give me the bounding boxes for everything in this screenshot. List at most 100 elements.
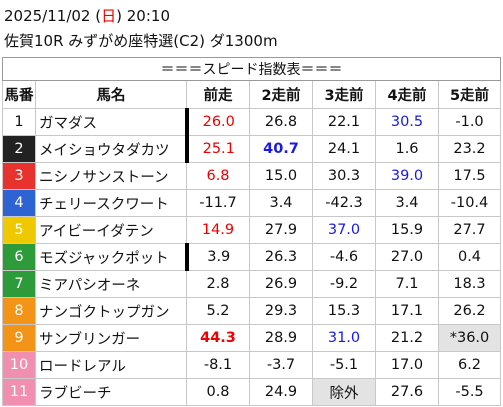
speed-index: 26.8 xyxy=(249,108,313,136)
horse-number: 11 xyxy=(2,378,36,406)
horse-row: 2 メイショウタダカツ 25.1 40.7 24.1 1.6 23.2 xyxy=(2,135,502,163)
horse-row: 4 チェリースクワート -11.7 3.4 -42.3 3.4 -10.4 xyxy=(2,189,502,217)
speed-index: -3.7 xyxy=(249,351,313,379)
speed-index: 40.7 xyxy=(249,135,313,163)
speed-index: 31.0 xyxy=(312,324,376,352)
speed-index: 6.2 xyxy=(437,351,502,379)
speed-index: 6.8 xyxy=(186,162,250,190)
horse-number: 2 xyxy=(2,135,36,163)
speed-index: 22.1 xyxy=(312,108,376,136)
speed-index: 23.2 xyxy=(437,135,502,163)
speed-index: 27.6 xyxy=(375,378,439,406)
speed-index: 17.0 xyxy=(375,351,439,379)
speed-index: 30.5 xyxy=(375,108,439,136)
horse-name: ガマダス xyxy=(35,108,189,136)
speed-index: -10.4 xyxy=(437,189,502,217)
horse-row: 3 ニシノサンストーン 6.8 15.0 30.3 39.0 17.5 xyxy=(2,162,502,190)
speed-index: 26.2 xyxy=(437,297,502,325)
table-body: ＝＝＝スピード指数表＝＝＝ 馬番 馬名 前走 2走前 3走前 4走前 5走前 1 ガマダス 26.0… xyxy=(1,57,502,406)
speed-index: 26.0 xyxy=(186,108,250,136)
race-info: 佐賀10R みずがめ座特選(C2) ダ1300m xyxy=(4,32,278,50)
speed-table: ＝＝＝スピード指数表＝＝＝ 馬番 馬名 前走 2走前 3走前 4走前 5走前 1 ガマダス 26.0… xyxy=(1,57,502,406)
header-row: 馬番 馬名 前走 2走前 3走前 4走前 5走前 xyxy=(2,80,502,109)
paren: ( xyxy=(95,7,102,25)
column-header: 馬名 xyxy=(35,80,187,109)
speed-index: 30.3 xyxy=(312,162,376,190)
horse-number: 3 xyxy=(2,162,36,190)
speed-index: 5.2 xyxy=(186,297,250,325)
horse-row: 9 サンブリンガー 44.3 28.9 31.0 21.2 *36.0 xyxy=(2,324,502,352)
horse-name: ミアパシオーネ xyxy=(35,270,187,298)
horse-number: 4 xyxy=(2,189,36,217)
date-line: 2025/11/02 (日) 20:10 xyxy=(4,6,170,26)
speed-index: 39.0 xyxy=(375,162,439,190)
time: 20:10 xyxy=(126,7,170,25)
speed-index: 26.9 xyxy=(249,270,313,298)
horse-row: 5 アイビーイダテン 14.9 27.9 37.0 15.9 27.7 xyxy=(2,216,502,244)
speed-index: 24.1 xyxy=(312,135,376,163)
speed-index: 26.3 xyxy=(249,243,313,271)
speed-index: 14.9 xyxy=(186,216,250,244)
speed-index: -5.1 xyxy=(312,351,376,379)
horse-name: ニシノサンストーン xyxy=(35,162,187,190)
speed-index: -1.0 xyxy=(437,108,502,136)
column-header: 5走前 xyxy=(437,80,502,109)
speed-index: 28.9 xyxy=(249,324,313,352)
speed-index: 3.9 xyxy=(186,243,250,271)
speed-index: 27.9 xyxy=(249,216,313,244)
speed-index: -11.7 xyxy=(186,189,250,217)
paren: ) xyxy=(116,7,122,25)
speed-index: 0.4 xyxy=(437,243,502,271)
speed-index: 3.4 xyxy=(249,189,313,217)
title-row: ＝＝＝スピード指数表＝＝＝ xyxy=(1,57,502,81)
speed-index: 17.1 xyxy=(375,297,439,325)
speed-index: *36.0 xyxy=(437,324,502,352)
horse-number: 5 xyxy=(2,216,36,244)
horse-row: 1 ガマダス 26.0 26.8 22.1 30.5 -1.0 xyxy=(2,108,502,136)
speed-index: 1.6 xyxy=(375,135,439,163)
speed-index: 15.9 xyxy=(375,216,439,244)
speed-index: -9.2 xyxy=(312,270,376,298)
horse-row: 11 ラブビーチ 0.8 24.9 除外 27.6 -5.5 xyxy=(2,378,502,406)
speed-index: -4.6 xyxy=(312,243,376,271)
horse-name: モズジャックポット xyxy=(35,243,189,271)
speed-index: 15.3 xyxy=(312,297,376,325)
column-header: 前走 xyxy=(186,80,250,109)
horse-name: チェリースクワート xyxy=(35,189,187,217)
table-title: ＝＝＝スピード指数表＝＝＝ xyxy=(1,57,502,81)
speed-index: 29.3 xyxy=(249,297,313,325)
speed-index: 7.1 xyxy=(375,270,439,298)
column-header: 2走前 xyxy=(249,80,313,109)
speed-index: 25.1 xyxy=(186,135,250,163)
horse-number: 10 xyxy=(2,351,36,379)
horse-number: 6 xyxy=(2,243,36,271)
speed-index: 44.3 xyxy=(186,324,250,352)
speed-index: -5.5 xyxy=(437,378,502,406)
speed-index: 24.9 xyxy=(249,378,313,406)
horse-name: ナンゴクトップガン xyxy=(35,297,187,325)
column-header: 3走前 xyxy=(312,80,376,109)
speed-index: 27.0 xyxy=(375,243,439,271)
speed-index: -42.3 xyxy=(312,189,376,217)
horse-name: メイショウタダカツ xyxy=(35,135,189,163)
horse-number: 8 xyxy=(2,297,36,325)
horse-number: 1 xyxy=(2,108,36,136)
speed-index: 除外 xyxy=(312,378,376,406)
horse-name: サンブリンガー xyxy=(35,324,187,352)
speed-index: 0.8 xyxy=(186,378,250,406)
speed-index: 3.4 xyxy=(375,189,439,217)
speed-index: 21.2 xyxy=(375,324,439,352)
horse-number: 9 xyxy=(2,324,36,352)
speed-index: 27.7 xyxy=(437,216,502,244)
weekday: 日 xyxy=(101,7,117,25)
speed-index: 18.3 xyxy=(437,270,502,298)
horse-name: ロードレアル xyxy=(35,351,187,379)
horse-row: 7 ミアパシオーネ 2.8 26.9 -9.2 7.1 18.3 xyxy=(2,270,502,298)
speed-index: 15.0 xyxy=(249,162,313,190)
column-header: 4走前 xyxy=(375,80,439,109)
horse-number: 7 xyxy=(2,270,36,298)
horse-row: 6 モズジャックポット 3.9 26.3 -4.6 27.0 0.4 xyxy=(2,243,502,271)
speed-index: -8.1 xyxy=(186,351,250,379)
speed-index: 37.0 xyxy=(312,216,376,244)
